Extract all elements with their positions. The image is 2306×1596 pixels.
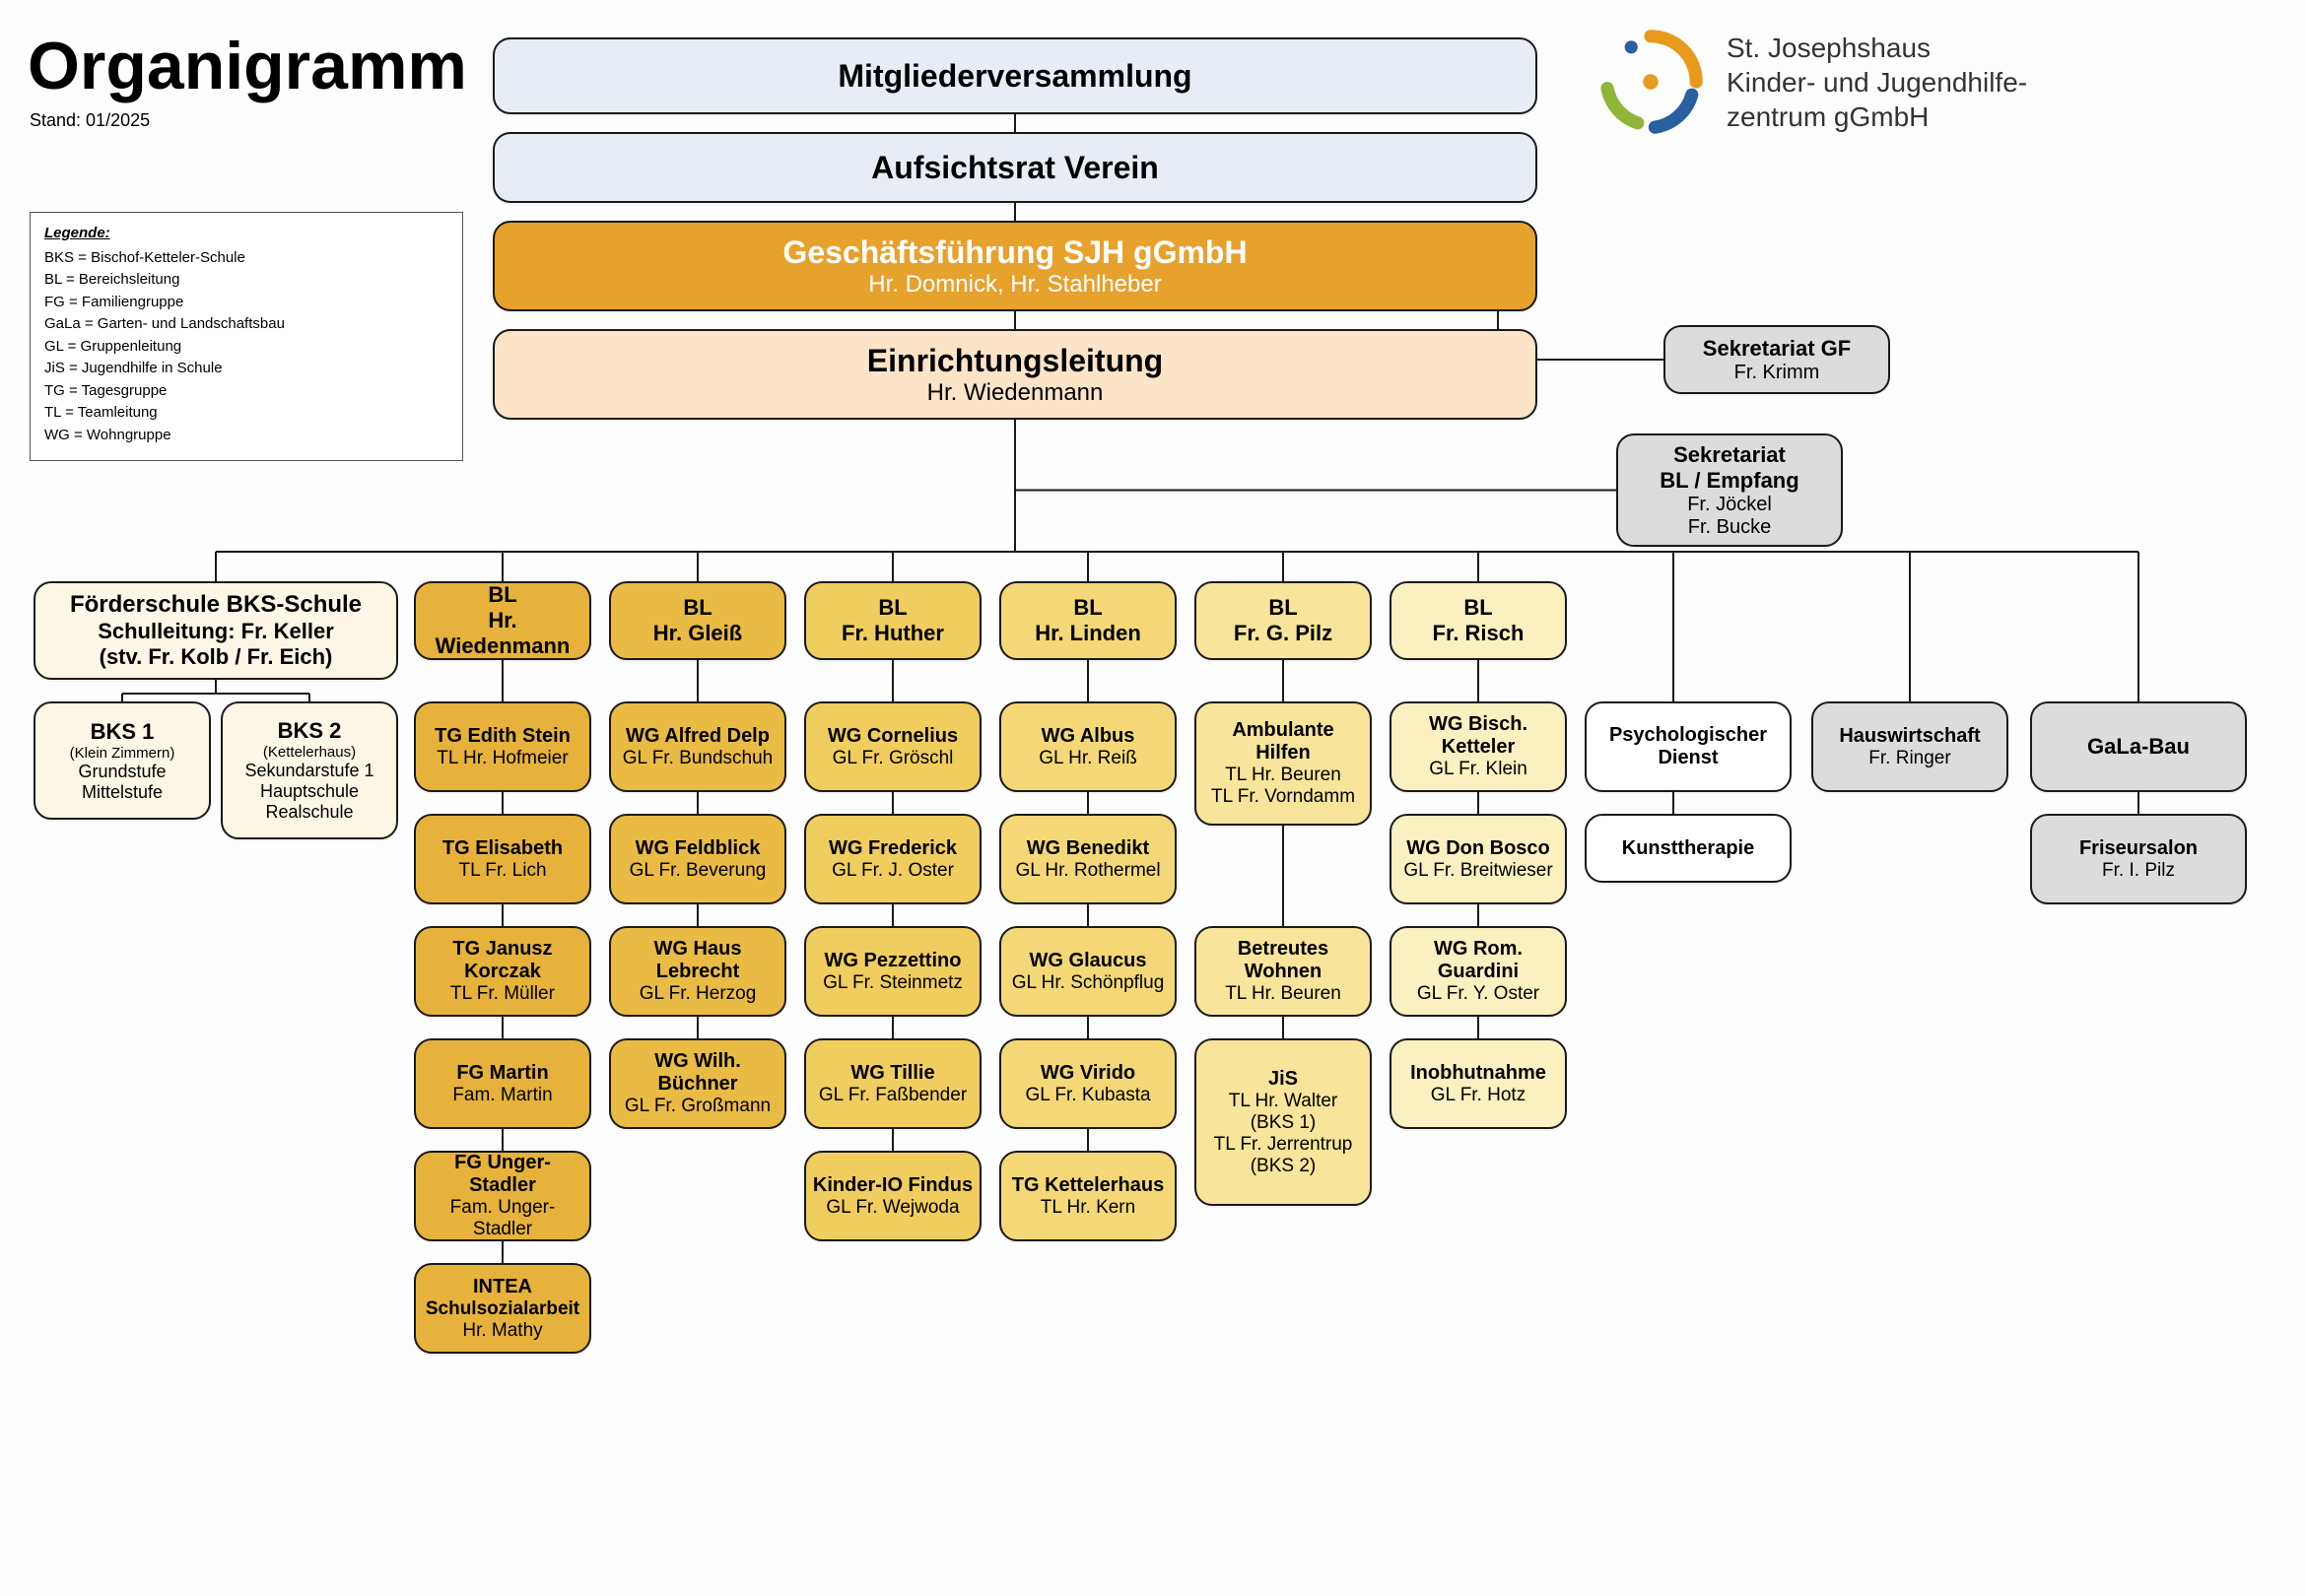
bks-header: Förderschule BKS-SchuleSchulleitung: Fr.… bbox=[34, 581, 398, 680]
cell-a-0: TG Edith SteinTL Hr. Hofmeier bbox=[414, 701, 591, 792]
cell-b-3: WG Wilh. BüchnerGL Fr. Großmann bbox=[609, 1038, 786, 1129]
cell-e-2: JiSTL Hr. Walter(BKS 1)TL Fr. Jerrentrup… bbox=[1194, 1038, 1372, 1206]
top-mitglieder: Mitgliederversammlung bbox=[493, 37, 1537, 114]
legend-item: TL = Teamleitung bbox=[44, 402, 448, 425]
bl-f: BLFr. Risch bbox=[1390, 581, 1567, 660]
sekretariat-gf: Sekretariat GFFr. Krimm bbox=[1663, 325, 1890, 394]
legend-item: GL = Gruppenleitung bbox=[44, 336, 448, 359]
legend-item: WG = Wohngruppe bbox=[44, 425, 448, 447]
cell-f-3: InobhutnahmeGL Fr. Hotz bbox=[1390, 1038, 1567, 1129]
bks-2: BKS 2(Kettelerhaus)Sekundarstufe 1Haupts… bbox=[221, 701, 398, 839]
page-subtitle: Stand: 01/2025 bbox=[30, 110, 150, 131]
legend-box: Legende: BKS = Bischof-Ketteler-SchuleBL… bbox=[30, 212, 463, 461]
cell-e-1: Betreutes WohnenTL Hr. Beuren bbox=[1194, 926, 1372, 1017]
legend-item: BKS = Bischof-Ketteler-Schule bbox=[44, 247, 448, 270]
bl-c: BLFr. Huther bbox=[804, 581, 982, 660]
bks-1: BKS 1(Klein Zimmern)GrundstufeMittelstuf… bbox=[34, 701, 211, 820]
cell-d-3: WG ViridoGL Fr. Kubasta bbox=[999, 1038, 1177, 1129]
kunsttherapie: Kunsttherapie bbox=[1585, 814, 1792, 883]
top-gf: Geschäftsführung SJH gGmbHHr. Domnick, H… bbox=[493, 221, 1537, 311]
sekretariat-bl: SekretariatBL / EmpfangFr. JöckelFr. Buc… bbox=[1616, 433, 1843, 547]
logo-mark bbox=[1596, 28, 1705, 136]
top-aufsichtsrat: Aufsichtsrat Verein bbox=[493, 132, 1537, 203]
legend-item: JiS = Jugendhilfe in Schule bbox=[44, 358, 448, 380]
legend-title: Legende: bbox=[44, 223, 448, 245]
gala-bau: GaLa-Bau bbox=[2030, 701, 2247, 792]
legend-item: BL = Bereichsleitung bbox=[44, 269, 448, 292]
friseursalon: FriseursalonFr. I. Pilz bbox=[2030, 814, 2247, 904]
cell-b-0: WG Alfred DelpGL Fr. Bundschuh bbox=[609, 701, 786, 792]
cell-c-0: WG CorneliusGL Fr. Gröschl bbox=[804, 701, 982, 792]
cell-d-1: WG BenediktGL Hr. Rothermel bbox=[999, 814, 1177, 904]
cell-d-2: WG GlaucusGL Hr. Schönpflug bbox=[999, 926, 1177, 1017]
cell-e-0: Ambulante HilfenTL Hr. BeurenTL Fr. Vorn… bbox=[1194, 701, 1372, 826]
psychologischer-dienst: PsychologischerDienst bbox=[1585, 701, 1792, 792]
cell-d-4: TG KettelerhausTL Hr. Kern bbox=[999, 1151, 1177, 1241]
cell-c-4: Kinder-IO FindusGL Fr. Wejwoda bbox=[804, 1151, 982, 1241]
cell-a-1: TG ElisabethTL Fr. Lich bbox=[414, 814, 591, 904]
page-title: Organigramm bbox=[28, 28, 467, 104]
cell-a-3: FG MartinFam. Martin bbox=[414, 1038, 591, 1129]
bl-b: BLHr. Gleiß bbox=[609, 581, 786, 660]
cell-c-3: WG TillieGL Fr. Faßbender bbox=[804, 1038, 982, 1129]
legend-item: GaLa = Garten- und Landschaftsbau bbox=[44, 313, 448, 336]
cell-a-4: FG Unger-StadlerFam. Unger-Stadler bbox=[414, 1151, 591, 1241]
hauswirtschaft: HauswirtschaftFr. Ringer bbox=[1811, 701, 2008, 792]
cell-b-2: WG Haus LebrechtGL Fr. Herzog bbox=[609, 926, 786, 1017]
cell-c-2: WG PezzettinoGL Fr. Steinmetz bbox=[804, 926, 982, 1017]
cell-c-1: WG FrederickGL Fr. J. Oster bbox=[804, 814, 982, 904]
cell-f-2: WG Rom. GuardiniGL Fr. Y. Oster bbox=[1390, 926, 1567, 1017]
cell-f-0: WG Bisch. KettelerGL Fr. Klein bbox=[1390, 701, 1567, 792]
logo-text: St. Josephshaus Kinder- und Jugendhilfe-… bbox=[1727, 31, 2027, 134]
cell-a-2: TG Janusz KorczakTL Fr. Müller bbox=[414, 926, 591, 1017]
cell-a-5: INTEASchulsozialarbeitHr. Mathy bbox=[414, 1263, 591, 1354]
legend-item: FG = Familiengruppe bbox=[44, 292, 448, 314]
cell-f-1: WG Don BoscoGL Fr. Breitwieser bbox=[1390, 814, 1567, 904]
bl-e: BLFr. G. Pilz bbox=[1194, 581, 1372, 660]
legend-item: TG = Tagesgruppe bbox=[44, 380, 448, 403]
legend-items: BKS = Bischof-Ketteler-SchuleBL = Bereic… bbox=[44, 247, 448, 447]
bl-a: BLHr. Wiedenmann bbox=[414, 581, 591, 660]
cell-d-0: WG AlbusGL Hr. Reiß bbox=[999, 701, 1177, 792]
top-einrichtung: EinrichtungsleitungHr. Wiedenmann bbox=[493, 329, 1537, 420]
bl-d: BLHr. Linden bbox=[999, 581, 1177, 660]
cell-b-1: WG FeldblickGL Fr. Beverung bbox=[609, 814, 786, 904]
org-logo: St. Josephshaus Kinder- und Jugendhilfe-… bbox=[1596, 28, 2027, 136]
